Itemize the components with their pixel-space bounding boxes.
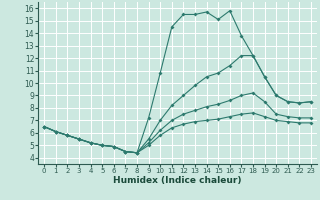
X-axis label: Humidex (Indice chaleur): Humidex (Indice chaleur) <box>113 176 242 185</box>
